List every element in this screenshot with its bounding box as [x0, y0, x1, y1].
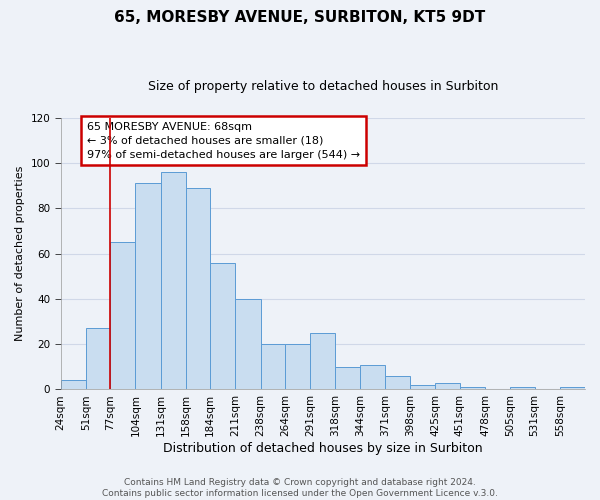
Bar — [235, 299, 261, 390]
Bar — [360, 364, 385, 390]
Bar — [61, 380, 86, 390]
Y-axis label: Number of detached properties: Number of detached properties — [15, 166, 25, 342]
Bar — [186, 188, 210, 390]
Text: 65, MORESBY AVENUE, SURBITON, KT5 9DT: 65, MORESBY AVENUE, SURBITON, KT5 9DT — [115, 10, 485, 25]
Text: Contains HM Land Registry data © Crown copyright and database right 2024.
Contai: Contains HM Land Registry data © Crown c… — [102, 478, 498, 498]
Bar — [310, 333, 335, 390]
Title: Size of property relative to detached houses in Surbiton: Size of property relative to detached ho… — [148, 80, 498, 93]
Bar — [161, 172, 186, 390]
Bar — [86, 328, 110, 390]
Bar — [335, 367, 360, 390]
Bar — [436, 382, 460, 390]
Bar — [110, 242, 136, 390]
Bar — [136, 184, 161, 390]
Text: 65 MORESBY AVENUE: 68sqm
← 3% of detached houses are smaller (18)
97% of semi-de: 65 MORESBY AVENUE: 68sqm ← 3% of detache… — [87, 122, 360, 160]
X-axis label: Distribution of detached houses by size in Surbiton: Distribution of detached houses by size … — [163, 442, 482, 455]
Bar — [285, 344, 310, 390]
Bar — [385, 376, 410, 390]
Bar — [460, 387, 485, 390]
Bar — [410, 385, 436, 390]
Bar — [210, 262, 235, 390]
Bar — [510, 387, 535, 390]
Bar — [560, 387, 585, 390]
Bar — [261, 344, 285, 390]
